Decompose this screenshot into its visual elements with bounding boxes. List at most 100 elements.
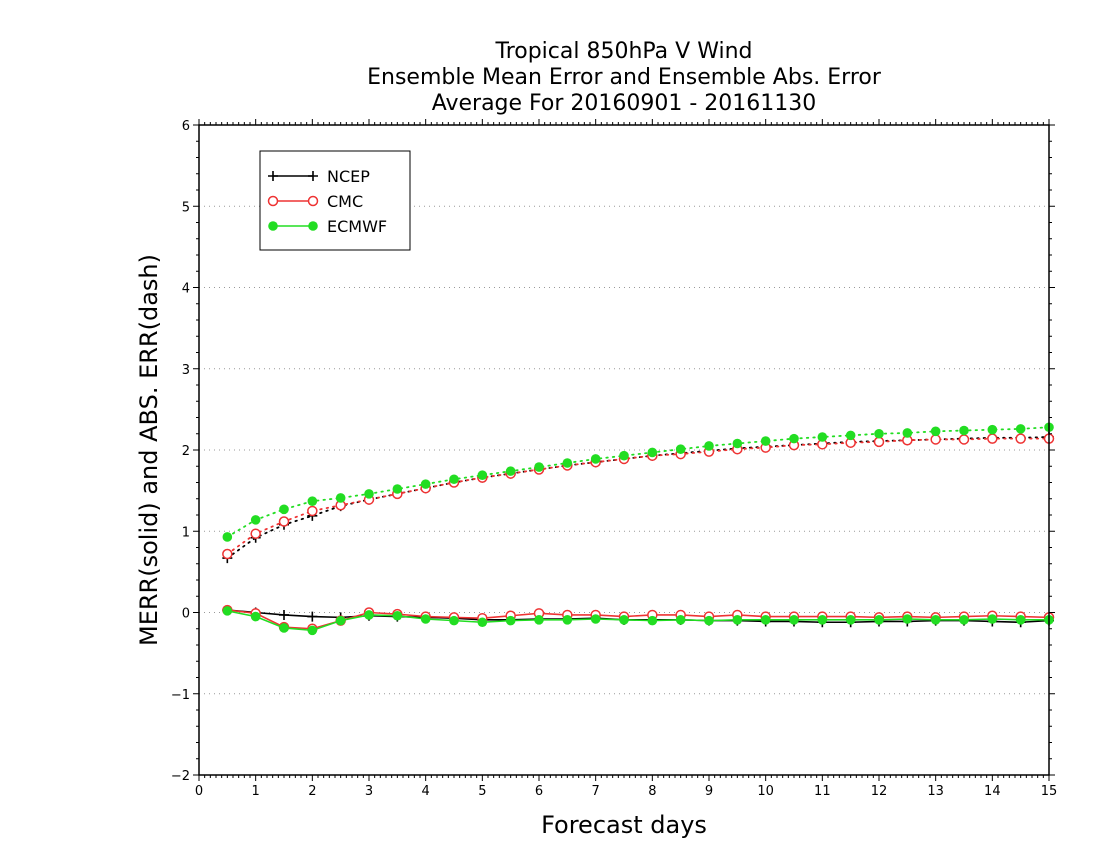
x-tick-label: 15 <box>1041 784 1058 799</box>
ecmwf-merr-point <box>477 617 488 628</box>
cmc-abs-err-point <box>222 548 233 560</box>
legend-marker-ecmwf <box>308 221 318 231</box>
ecmwf-abs-err-point <box>874 428 884 439</box>
ecmwf-merr-point <box>279 623 289 633</box>
ecmwf-abs-err-point <box>250 515 261 525</box>
x-tick-label: 1 <box>252 784 260 799</box>
cmc-abs-err-point <box>930 434 941 445</box>
ecmwf-merr-point <box>760 615 771 625</box>
ecmwf-merr-point <box>675 615 686 625</box>
cmc-abs-err-point <box>250 528 261 539</box>
legend-label-cmc: CMC <box>327 192 363 211</box>
ncep-merr-point <box>307 611 318 622</box>
y-tick-label: 2 <box>182 444 190 459</box>
ecmwf-abs-err-point <box>647 447 658 458</box>
ecmwf-merr-point <box>732 615 743 625</box>
x-axis-label: Forecast days <box>541 811 707 839</box>
ecmwf-abs-err-point <box>590 454 601 464</box>
title-line-2: Ensemble Mean Error and Ensemble Abs. Er… <box>367 65 882 90</box>
ecmwf-abs-err-point <box>930 426 941 437</box>
y-axis-label: MERR(solid) and ABS. ERR(dash) <box>135 254 163 646</box>
ecmwf-merr-point <box>335 615 346 626</box>
x-tick-label: 0 <box>195 784 203 799</box>
chart-title: Tropical 850hPa V Wind Ensemble Mean Err… <box>367 39 882 116</box>
series-ecmwf <box>222 422 1054 636</box>
ecmwf-merr-point <box>534 615 544 625</box>
legend-marker-ncep <box>268 171 278 181</box>
legend-marker-cmc <box>267 195 279 207</box>
ecmwf-abs-err-point <box>222 532 233 542</box>
ecmwf-merr-point <box>930 615 941 625</box>
title-line-1: Tropical 850hPa V Wind <box>494 39 752 64</box>
ncep-abs-err-line <box>226 436 1050 559</box>
ecmwf-merr-point <box>364 610 374 620</box>
ecmwf-merr-point <box>845 615 856 625</box>
ecmwf-abs-err-point <box>364 489 374 499</box>
y-tick-label: 0 <box>182 607 190 622</box>
ecmwf-merr-point <box>307 625 318 636</box>
y-tick-label: 3 <box>182 363 190 378</box>
ecmwf-abs-err-point <box>449 474 459 485</box>
ecmwf-merr-point <box>619 615 629 625</box>
ecmwf-merr-point <box>959 615 969 625</box>
ecmwf-merr-point <box>647 615 658 626</box>
legend-marker-ecmwf <box>268 221 278 231</box>
y-tick-label: 4 <box>182 282 190 297</box>
legend-marker-cmc <box>307 195 319 207</box>
x-tick-label: 14 <box>984 784 1001 799</box>
ecmwf-abs-err-point <box>307 496 318 506</box>
ecmwf-abs-err-point <box>987 424 998 435</box>
ecmwf-merr-point <box>1015 615 1026 625</box>
ecmwf-abs-err-point <box>845 430 856 441</box>
y-tick-label: 5 <box>182 200 190 215</box>
ecmwf-abs-err-point <box>335 493 346 503</box>
ecmwf-abs-err-point <box>505 466 516 476</box>
cmc-abs-err-point <box>307 505 318 517</box>
ecmwf-merr-point <box>222 606 233 616</box>
x-tick-label: 7 <box>592 784 600 799</box>
ecmwf-merr-point <box>987 614 998 624</box>
cmc-abs-err-point <box>873 436 885 448</box>
ecmwf-abs-err-point <box>760 436 771 446</box>
ecmwf-abs-err-point <box>279 504 289 515</box>
ecmwf-abs-err-point <box>534 462 544 472</box>
legend-marker-ncep <box>308 171 318 181</box>
title-line-3: Average For 20160901 - 20161130 <box>432 91 817 116</box>
legend: NCEP CMC ECMWF <box>259 150 411 251</box>
ecmwf-abs-err-point <box>789 433 799 444</box>
ecmwf-merr-point <box>562 615 573 625</box>
x-tick-label: 8 <box>648 784 656 799</box>
ecmwf-merr-point <box>902 614 913 624</box>
x-tick-label: 4 <box>422 784 430 799</box>
ecmwf-abs-err-point <box>959 425 969 436</box>
y-tick-label: −2 <box>171 769 190 784</box>
ecmwf-merr-point <box>250 611 261 622</box>
x-tick-label: 12 <box>871 784 888 799</box>
x-tick-label: 2 <box>308 784 316 799</box>
ecmwf-merr-point <box>704 615 714 626</box>
plot-series <box>222 422 1055 636</box>
cmc-abs-err-point <box>278 516 290 527</box>
cmc-abs-err-point <box>958 434 970 445</box>
ecmwf-abs-err-point <box>704 441 714 451</box>
ecmwf-merr-point <box>789 615 799 625</box>
x-tick-label: 9 <box>705 784 713 799</box>
legend-label-ecmwf: ECMWF <box>327 217 387 236</box>
series-cmc <box>222 433 1055 634</box>
ncep-merr-point <box>279 609 289 620</box>
ecmwf-abs-err-point <box>902 428 913 438</box>
ecmwf-merr-point <box>590 614 601 624</box>
series-ncep <box>222 432 1054 628</box>
ecmwf-merr-point <box>392 610 403 621</box>
ecmwf-merr-point <box>420 614 431 624</box>
y-tick-label: 6 <box>182 119 190 134</box>
x-tick-label: 11 <box>814 784 831 799</box>
legend-label-ncep: NCEP <box>327 167 370 186</box>
ecmwf-merr-point <box>874 615 884 625</box>
y-tick-label: 1 <box>182 525 190 540</box>
ecmwf-abs-err-point <box>1015 424 1026 434</box>
x-tick-label: 5 <box>478 784 486 799</box>
ecmwf-abs-err-point <box>477 470 488 480</box>
